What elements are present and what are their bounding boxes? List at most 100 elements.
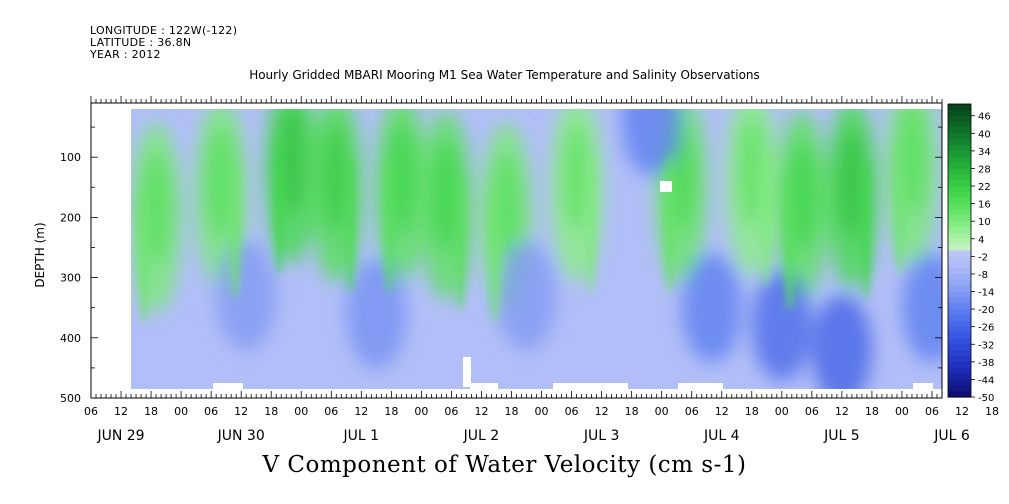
colorbar-swatch <box>948 232 971 240</box>
missing-data <box>678 383 723 391</box>
x-day-label: JUL 2 <box>463 428 500 444</box>
southward-core <box>751 270 812 381</box>
colorbar-swatch <box>948 209 971 216</box>
x-tick-label: 12 <box>835 405 849 418</box>
southward-core <box>216 240 277 351</box>
chart-title: Hourly Gridded MBARI Mooring M1 Sea Wate… <box>249 68 760 82</box>
y-axis-label: DEPTH (m) <box>33 222 47 287</box>
colorbar-swatch <box>948 385 971 392</box>
colorbar-label: 46 <box>978 112 991 123</box>
southward-core <box>621 109 682 177</box>
colorbar-label: -20 <box>978 305 994 316</box>
x-tick-label: 06 <box>84 405 98 418</box>
y-tick-label: 400 <box>60 332 81 345</box>
x-tick-label: 06 <box>324 405 338 418</box>
x-tick-label: 12 <box>715 405 729 418</box>
x-tick-label: 18 <box>384 405 398 418</box>
x-day-label: JUL 3 <box>583 428 620 444</box>
x-tick-label: 00 <box>174 405 188 418</box>
x-tick-label: 00 <box>895 405 909 418</box>
colorbar-swatch <box>948 262 971 269</box>
colorbar-label: 16 <box>978 200 991 211</box>
x-day-label: JUN 30 <box>217 428 265 444</box>
colorbar-label: 10 <box>978 217 991 228</box>
x-day-label: JUL 5 <box>823 428 860 444</box>
colorbar-label: 34 <box>978 147 991 158</box>
northward-streak <box>138 183 151 324</box>
x-tick-label: 18 <box>144 405 158 418</box>
x-tick-label: 12 <box>474 405 488 418</box>
missing-data <box>213 383 243 391</box>
colorbar-swatch <box>948 227 971 234</box>
colorbar-swatch <box>948 180 971 187</box>
colorbar-swatch <box>948 309 971 316</box>
colorbar-swatch <box>948 104 971 111</box>
x-tick-label: 12 <box>114 405 128 418</box>
colorbar-swatch <box>948 338 971 345</box>
colorbar-swatch <box>948 191 971 199</box>
colorbar-swatch <box>948 320 971 328</box>
x-tick-label: 18 <box>985 405 999 418</box>
latitude-label: LATITUDE : 36.8N <box>90 36 192 49</box>
x-tick-label: 06 <box>204 405 218 418</box>
year-label: YEAR : 2012 <box>90 48 161 61</box>
colorbar: 46 40 34 28 22 16 10 4 -2 -8 -14 -20 -26 -32 -38 -44 -50 <box>947 103 994 404</box>
colorbar-swatch <box>948 279 971 287</box>
colorbar-label: 40 <box>978 129 991 140</box>
colorbar-swatch <box>948 203 971 211</box>
x-tick-label: 12 <box>234 405 248 418</box>
southward-core <box>681 252 742 363</box>
colorbar-swatch <box>948 344 971 351</box>
northward-band-core <box>432 140 461 251</box>
colorbar-label: -8 <box>978 270 988 281</box>
northward-streak <box>859 159 872 300</box>
axes: 06 12 18 00 06 12 18 00 06 12 18 00 06 12 18 00 06 12 18 00… <box>60 96 999 444</box>
variable-title: V Component of Water Velocity (cm s-1) <box>262 452 747 478</box>
x-day-label: JUN 29 <box>96 428 144 444</box>
x-tick-label: 06 <box>444 405 458 418</box>
colorbar-label: -44 <box>978 375 994 386</box>
colorbar-swatch <box>948 238 971 246</box>
colorbar-swatch <box>948 326 971 334</box>
colorbar-swatch <box>948 256 971 263</box>
heatmap-field <box>131 109 942 389</box>
northward-streak <box>759 147 772 288</box>
northward-band-core <box>322 122 351 233</box>
colorbar-label: -32 <box>978 340 994 351</box>
colorbar-swatch <box>948 373 971 381</box>
colorbar-swatch <box>948 268 971 275</box>
colorbar-swatch <box>948 332 971 339</box>
x-tick-label: 12 <box>595 405 609 418</box>
colorbar-swatch <box>948 121 971 129</box>
heatmap-chart: 06 12 18 00 06 12 18 00 06 12 18 00 06 12 18 00 06 12 18 00… <box>33 96 999 444</box>
northward-streak <box>488 183 501 324</box>
northward-streak <box>893 135 906 276</box>
missing-data <box>553 383 628 391</box>
colorbar-label: -14 <box>978 288 994 299</box>
colorbar-swatch <box>948 350 971 357</box>
colorbar-swatch <box>948 355 971 363</box>
x-tick-label: 18 <box>264 405 278 418</box>
x-tick-label: 00 <box>535 405 549 418</box>
colorbar-swatch <box>948 109 971 117</box>
missing-data <box>660 181 672 192</box>
colorbar-swatch <box>948 197 971 205</box>
colorbar-swatch <box>948 303 971 310</box>
colorbar-label: 22 <box>978 182 991 193</box>
y-tick-label: 100 <box>60 151 81 164</box>
x-tick-label: 00 <box>294 405 308 418</box>
x-day-label: JUL 4 <box>703 428 740 444</box>
x-tick-label: 18 <box>504 405 518 418</box>
northward-streak <box>584 153 597 294</box>
colorbar-swatch <box>948 391 971 398</box>
x-tick-label: 12 <box>354 405 368 418</box>
y-tick-label: 500 <box>60 392 81 405</box>
colorbar-swatch <box>948 156 971 164</box>
colorbar-swatch <box>948 145 971 152</box>
colorbar-swatch <box>948 291 971 298</box>
colorbar-swatch <box>948 174 971 181</box>
colorbar-swatch <box>948 221 971 228</box>
x-tick-label: 18 <box>865 405 879 418</box>
northward-streak <box>229 159 242 300</box>
northward-band-core <box>837 128 866 239</box>
